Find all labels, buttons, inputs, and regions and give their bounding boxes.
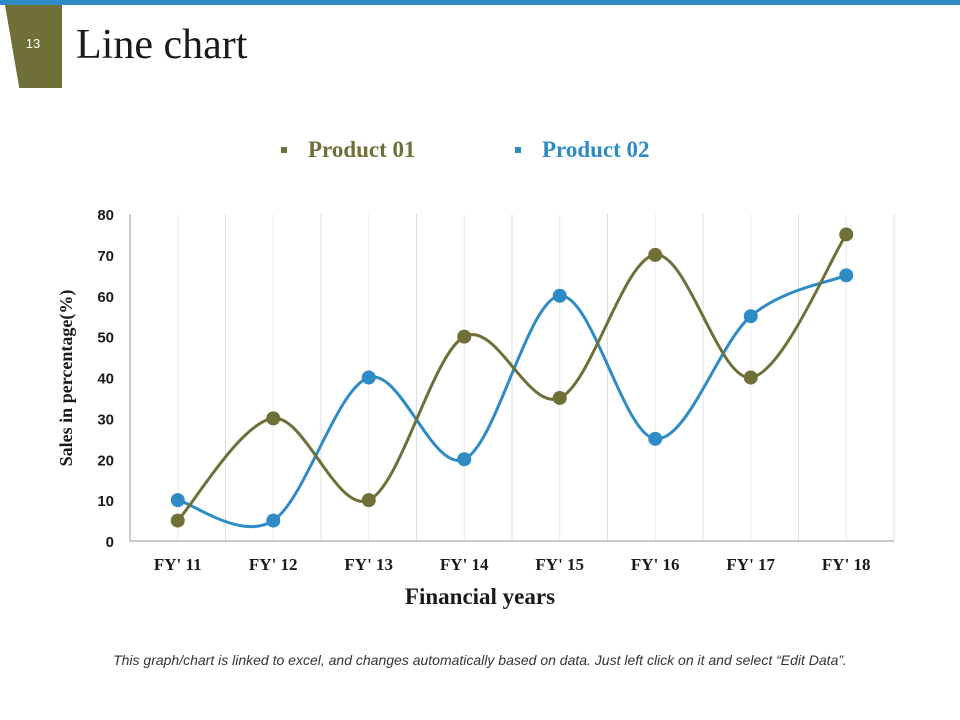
x-tick-label: FY' 16 bbox=[631, 555, 680, 574]
data-point-product-01 bbox=[552, 390, 567, 405]
x-tick-label: FY' 11 bbox=[154, 555, 202, 574]
y-tick-label: 10 bbox=[97, 493, 114, 510]
data-point-product-01 bbox=[839, 227, 854, 242]
top-accent-bar bbox=[0, 0, 960, 5]
x-tick-label: FY' 18 bbox=[822, 555, 871, 574]
x-tick-label: FY' 15 bbox=[535, 555, 584, 574]
data-point-product-01 bbox=[648, 247, 663, 262]
data-point-product-02 bbox=[743, 309, 758, 324]
y-tick-label: 30 bbox=[97, 411, 114, 428]
x-tick-label: FY' 12 bbox=[249, 555, 298, 574]
data-point-product-02 bbox=[266, 513, 281, 528]
slide-number: 13 bbox=[25, 36, 41, 51]
data-point-product-02 bbox=[361, 370, 376, 385]
data-point-product-01 bbox=[361, 493, 376, 508]
data-point-product-01 bbox=[457, 329, 472, 344]
legend-marker-product-01 bbox=[281, 147, 287, 153]
legend-item-product-02: Product 02 bbox=[515, 134, 650, 166]
y-tick-label: 60 bbox=[97, 289, 114, 306]
series-line-product-01 bbox=[176, 233, 848, 522]
y-tick-label: 80 bbox=[97, 207, 114, 224]
y-axis-title: Sales in percentage(%) bbox=[56, 290, 77, 467]
y-tick-label: 70 bbox=[97, 248, 114, 265]
footer-note: This graph/chart is linked to excel, and… bbox=[113, 652, 847, 668]
legend-item-product-01: Product 01 bbox=[281, 134, 416, 166]
y-tick-label: 40 bbox=[97, 371, 114, 388]
page-title: Line chart bbox=[76, 22, 248, 68]
x-tick-label: FY' 17 bbox=[726, 555, 775, 574]
data-point-product-01 bbox=[266, 411, 281, 426]
legend-marker-product-02 bbox=[515, 147, 521, 153]
legend-label-product-02: Product 02 bbox=[542, 137, 650, 162]
legend-label-product-01: Product 01 bbox=[308, 137, 416, 162]
data-point-product-02 bbox=[170, 493, 185, 508]
x-tick-label: FY' 13 bbox=[344, 555, 393, 574]
data-point-product-01 bbox=[743, 370, 758, 385]
data-point-product-02 bbox=[552, 288, 567, 303]
x-tick-label: FY' 14 bbox=[440, 555, 489, 574]
chart-legend: Product 01 Product 02 bbox=[0, 134, 960, 166]
data-point-product-01 bbox=[170, 513, 185, 528]
x-axis-title: Financial years bbox=[405, 584, 555, 609]
data-point-product-02 bbox=[839, 268, 854, 283]
data-point-product-02 bbox=[457, 452, 472, 467]
y-tick-label: 20 bbox=[97, 452, 114, 469]
y-tick-label: 0 bbox=[106, 534, 114, 551]
data-point-product-02 bbox=[648, 431, 663, 446]
y-tick-label: 50 bbox=[97, 330, 114, 347]
